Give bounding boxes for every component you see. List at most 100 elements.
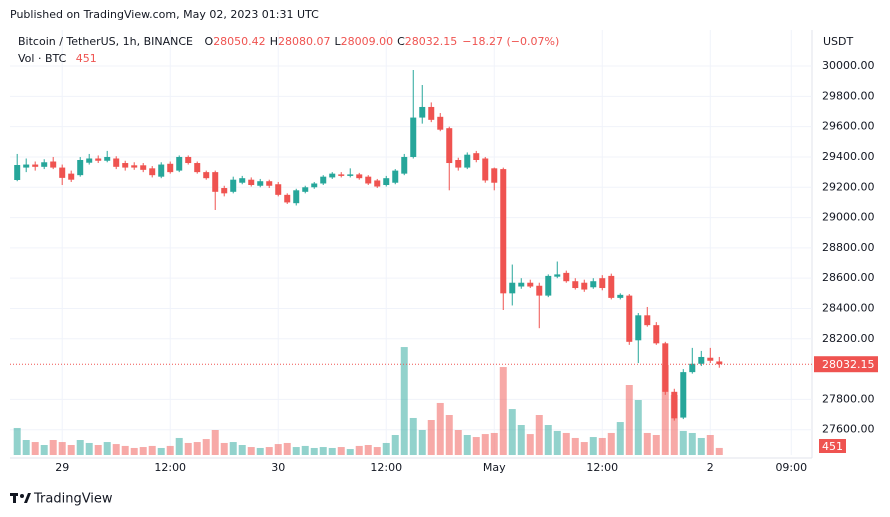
- volume-bar: [706, 435, 714, 455]
- candle-body: [203, 172, 210, 179]
- volume-bar: [130, 447, 138, 455]
- candle-body: [392, 170, 399, 183]
- y-tick-label: 29400.00: [822, 150, 875, 163]
- candle-body: [644, 315, 651, 326]
- x-tick-label: 30: [271, 461, 285, 474]
- x-tick-label: 2: [707, 461, 714, 474]
- volume-bar: [661, 365, 669, 455]
- volume-bar: [409, 417, 417, 455]
- volume-bar: [364, 445, 372, 455]
- candle-body: [536, 285, 543, 296]
- candle-body: [410, 117, 417, 157]
- volume-bar: [643, 432, 651, 455]
- volume-bar: [40, 445, 48, 455]
- candle-body: [347, 174, 354, 176]
- volume-bar: [679, 430, 687, 455]
- currency: USDT: [823, 35, 854, 48]
- candle-body: [545, 275, 552, 296]
- candle-body: [653, 325, 660, 344]
- volume-bar: [670, 395, 678, 455]
- y-tick-label: 28400.00: [822, 301, 875, 314]
- x-tick-label: 12:00: [370, 461, 402, 474]
- volume-bar: [346, 449, 354, 455]
- volume-bar: [598, 437, 606, 455]
- volume-bar: [544, 425, 552, 455]
- y-tick-label: 28600.00: [822, 271, 875, 284]
- volume-bar: [256, 447, 264, 455]
- volume-bar: [310, 447, 318, 455]
- volume-bar: [184, 442, 192, 455]
- candle-body: [104, 156, 111, 161]
- volume-bar: [139, 447, 147, 455]
- volume-bar: [292, 447, 300, 455]
- candle-body: [257, 181, 264, 186]
- candle-body: [59, 167, 66, 178]
- candle-body: [41, 162, 48, 167]
- x-tick-label: 12:00: [154, 461, 186, 474]
- y-tick-label: 29000.00: [822, 211, 875, 224]
- candle-body: [383, 178, 390, 185]
- candle-body: [446, 128, 453, 164]
- volume-bar: [463, 435, 471, 455]
- candle-body: [356, 174, 363, 179]
- symbol: Bitcoin / TetherUS, 1h, BINANCE: [18, 35, 194, 48]
- candle-body: [464, 154, 471, 168]
- volume-bar: [247, 447, 255, 455]
- volume-bar: [481, 434, 489, 455]
- volume-bar: [472, 437, 480, 455]
- volume-bar: [526, 434, 534, 455]
- candle-body: [374, 180, 381, 187]
- volume-bar: [535, 415, 543, 455]
- ohlc-label: L: [334, 35, 341, 48]
- plot: [10, 30, 812, 455]
- volume-bar: [148, 445, 156, 455]
- legend: Bitcoin / TetherUS, 1h, BINANCE O28050.4…: [18, 35, 559, 48]
- volume-bar: [400, 347, 408, 455]
- candle-body: [671, 391, 678, 419]
- candle-body: [113, 158, 120, 167]
- volume-bar: [697, 437, 705, 455]
- volume-bar: [553, 430, 561, 455]
- volume-bar: [589, 437, 597, 455]
- candle-body: [131, 165, 138, 168]
- volume-bar: [301, 445, 309, 455]
- candle-body: [554, 274, 561, 277]
- volume-bar: [562, 432, 570, 455]
- volume-bar: [436, 402, 444, 455]
- x-tick-label: May: [483, 461, 506, 474]
- candle-body: [581, 282, 588, 290]
- volume-bar: [616, 422, 624, 455]
- candle-body: [95, 158, 102, 161]
- volume-bar: [274, 444, 282, 455]
- y-tick-label: 28200.00: [822, 332, 875, 345]
- volume-box: [819, 439, 846, 453]
- volume-bar: [508, 409, 516, 455]
- candle-body: [518, 282, 525, 287]
- candle-body: [248, 179, 255, 185]
- candle-body: [338, 174, 345, 176]
- candle-body: [572, 281, 579, 289]
- candle-body: [590, 281, 597, 288]
- ohlc-label: O: [204, 35, 214, 48]
- volume-bar: [580, 442, 588, 455]
- candle-body: [311, 183, 318, 188]
- volume-bar: [76, 440, 84, 455]
- volume-bar: [454, 430, 462, 455]
- volume-bar: [499, 367, 507, 455]
- volume-bar: [229, 442, 237, 455]
- candle-body: [239, 178, 246, 183]
- volume-bar: [58, 442, 66, 455]
- y-tick-label: 27800.00: [822, 392, 875, 405]
- candle-body: [140, 165, 147, 170]
- volume-bar: [157, 447, 165, 455]
- volume-legend: Vol · BTC 451: [18, 52, 97, 65]
- ohlc-label: H: [269, 35, 278, 48]
- volume-bar: [193, 442, 201, 455]
- ohlc-value: 28050.42: [213, 35, 266, 48]
- volume-bar: [427, 420, 435, 455]
- volume-bar: [688, 432, 696, 455]
- volume-bar: [715, 447, 723, 455]
- candle-body: [401, 156, 408, 174]
